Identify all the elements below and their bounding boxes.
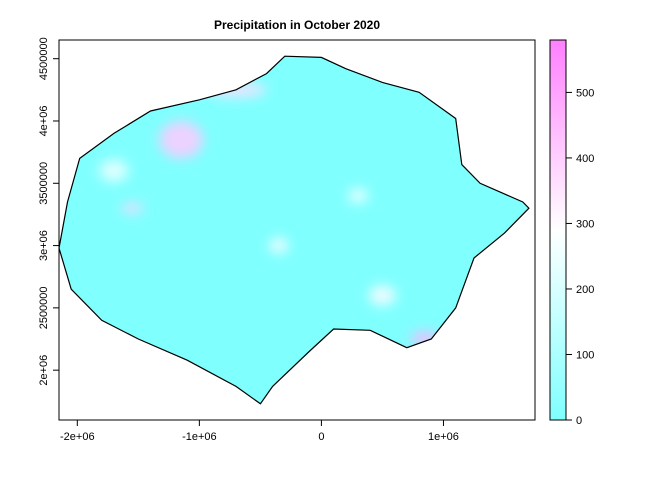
y-tick-label: 2500000 [38, 286, 50, 329]
precip-hotspot [348, 188, 368, 204]
x-tick-label: 0 [318, 431, 324, 443]
precip-hotspot [369, 285, 396, 306]
y-axis: 2e+06 2500000 3e+06 3500000 4e+06 4500000 [38, 37, 59, 386]
y-tick-label: 4e+06 [38, 106, 50, 137]
colorbar-tick-label: 300 [576, 218, 594, 230]
precip-hotspot [268, 238, 289, 254]
colorbar-axis: 0 100 200 300 400 500 [566, 87, 594, 427]
colorbar-tick-label: 200 [576, 284, 594, 296]
colorbar-tick-label: 0 [576, 415, 582, 427]
y-tick-label: 3e+06 [38, 230, 50, 261]
y-tick-label: 3500000 [38, 162, 50, 205]
map-layer [58, 55, 530, 405]
precip-hotspot [121, 203, 144, 214]
plot-frame [58, 39, 536, 421]
x-tick-label: -1e+06 [182, 431, 217, 443]
y-tick-label: 4500000 [38, 37, 50, 80]
chart-title: Precipitation in October 2020 [214, 18, 380, 32]
colorbar-tick-label: 100 [576, 349, 594, 361]
precip-hotspot [159, 121, 204, 159]
y-tick-label: 2e+06 [38, 355, 50, 386]
x-tick-label: -2e+06 [60, 431, 95, 443]
colorbar-tick-label: 400 [576, 153, 594, 165]
x-axis: -2e+06 -1e+06 0 1e+06 [60, 420, 459, 443]
colorbar [549, 39, 567, 421]
x-tick-label: 1e+06 [428, 431, 459, 443]
precip-hotspot [99, 159, 129, 182]
colorbar-tick-label: 500 [576, 87, 594, 99]
region-outline [58, 55, 530, 405]
region-fill [59, 56, 529, 404]
